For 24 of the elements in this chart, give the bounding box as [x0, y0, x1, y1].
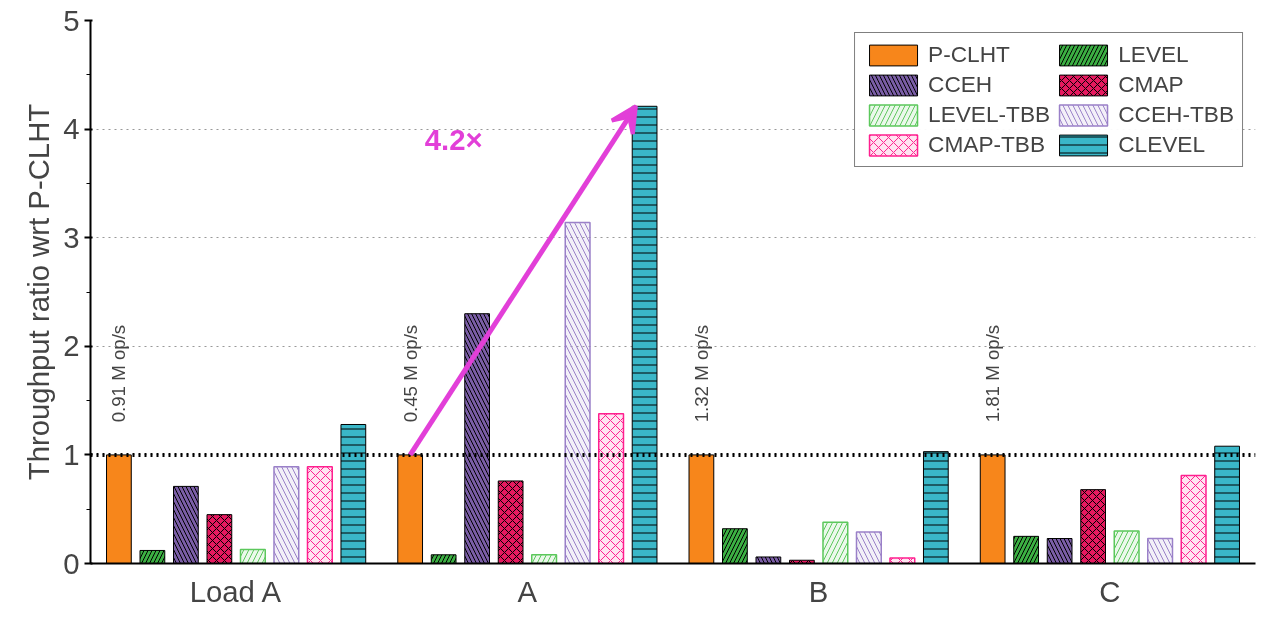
legend-label: CCEH — [928, 71, 993, 98]
y-tick-label: 2 — [63, 329, 80, 363]
y-axis-title: Throughput ratio wrt P-CLHT — [22, 103, 56, 481]
y-tick-label: 0 — [63, 546, 80, 580]
legend-label: CLEVEL — [1118, 131, 1206, 158]
x-tick-label: Load A — [189, 574, 282, 608]
annotation: 0.45 M op/s — [399, 324, 421, 423]
x-tick-label: B — [808, 574, 829, 608]
legend-label: CMAP-TBB — [928, 131, 1046, 158]
y-tick-label: 3 — [63, 220, 80, 254]
annotation: 1.32 M op/s — [690, 324, 712, 423]
annotation: 1.81 M op/s — [982, 324, 1004, 423]
legend-label: CCEH-TBB — [1118, 101, 1234, 128]
y-tick-label: 4 — [63, 112, 80, 146]
x-tick-label: C — [1099, 574, 1121, 608]
y-tick-label: 1 — [63, 437, 80, 471]
legend-label: LEVEL — [1118, 41, 1189, 68]
annotation: 4.2× — [424, 123, 483, 157]
legend-label: P-CLHT — [928, 41, 1010, 68]
legend-label: CMAP — [1118, 71, 1184, 98]
legend-label: LEVEL-TBB — [928, 101, 1051, 128]
y-tick-label: 5 — [63, 3, 80, 37]
x-tick-label: A — [517, 574, 538, 608]
annotation: 0.91 M op/s — [108, 324, 130, 423]
